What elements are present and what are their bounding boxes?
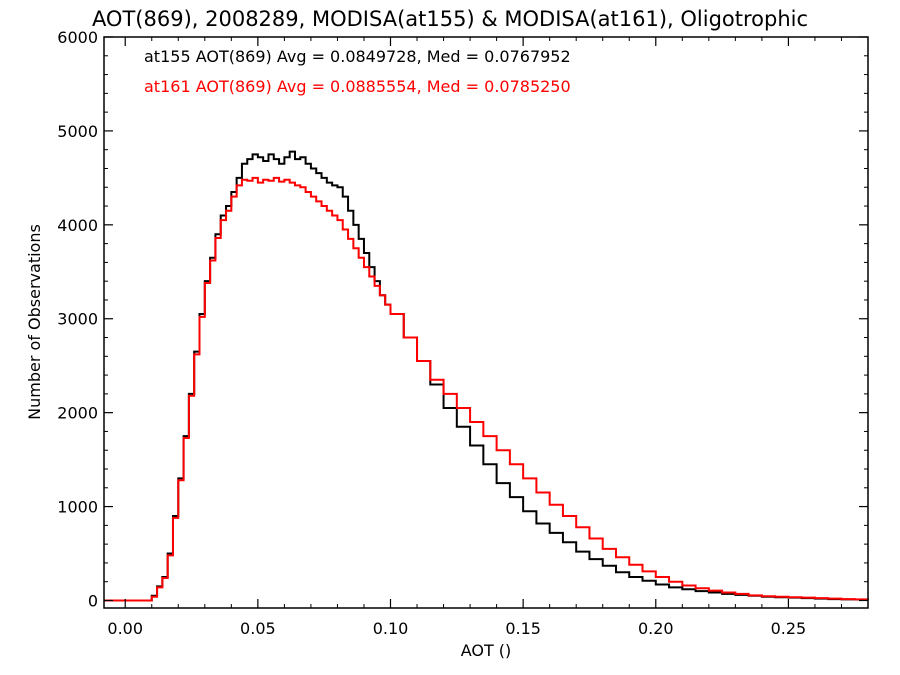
tick-labels-layer: 0.00 0.05 0.10 0.15 0.20 0.25 0 1000 2000 3000 400… (57, 28, 806, 638)
x-tick-label: 0.00 (107, 619, 143, 638)
x-tick-label: 0.25 (771, 619, 807, 638)
histogram-series-1 (104, 176, 869, 602)
chart-title: AOT(869), 2008289, MODISA(at155) & MODIS… (92, 7, 808, 31)
x-tick-label: 0.05 (240, 619, 276, 638)
x-tick-label: 0.10 (373, 619, 409, 638)
y-axis-label: Number of Observations (25, 224, 44, 420)
y-tick-label: 0 (88, 591, 98, 610)
histogram-series-0 (104, 150, 869, 602)
ticks-layer (104, 36, 868, 608)
x-tick-label: 0.15 (505, 619, 541, 638)
y-tick-label: 3000 (57, 310, 98, 329)
y-tick-label: 1000 (57, 498, 98, 517)
y-tick-label: 5000 (57, 122, 98, 141)
y-tick-label: 4000 (57, 216, 98, 235)
x-axis-label: AOT () (461, 641, 512, 660)
x-tick-label: 0.20 (638, 619, 674, 638)
y-tick-label: 6000 (57, 28, 98, 47)
series-layer (104, 150, 869, 602)
annotation-at161: at161 AOT(869) Avg = 0.0885554, Med = 0.… (144, 77, 571, 96)
plot-frame (103, 36, 869, 609)
y-tick-label: 2000 (57, 404, 98, 423)
annotation-at155: at155 AOT(869) Avg = 0.0849728, Med = 0.… (144, 47, 571, 66)
